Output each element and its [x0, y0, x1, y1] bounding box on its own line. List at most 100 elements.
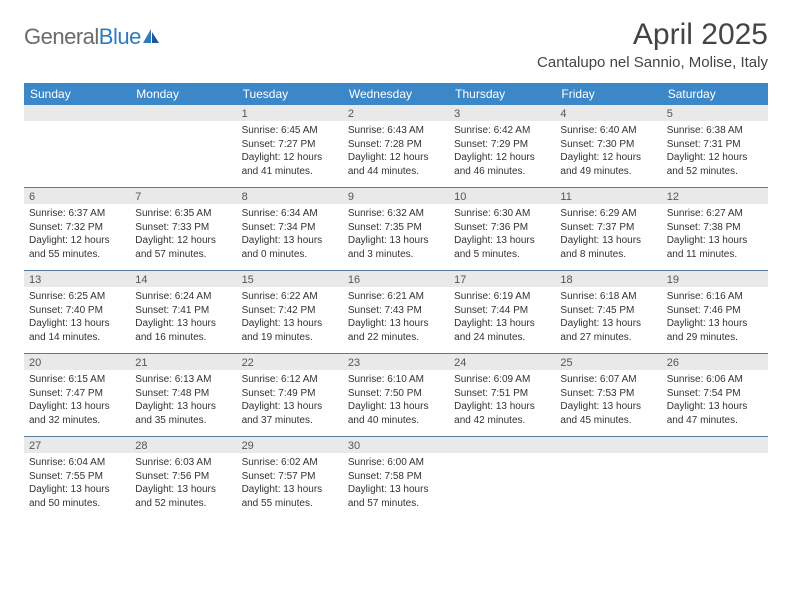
day-content: Sunrise: 6:34 AMSunset: 7:34 PMDaylight:…	[237, 204, 343, 265]
day-cell: 24Sunrise: 6:09 AMSunset: 7:51 PMDayligh…	[449, 354, 555, 436]
sunset-text: Sunset: 7:30 PM	[560, 138, 656, 152]
sunrise-text: Sunrise: 6:16 AM	[667, 290, 763, 304]
day-cell-empty	[555, 437, 661, 519]
day-number	[662, 437, 768, 453]
daylight-text: Daylight: 13 hours and 16 minutes.	[135, 317, 231, 344]
day-cell: 9Sunrise: 6:32 AMSunset: 7:35 PMDaylight…	[343, 188, 449, 270]
day-number: 23	[343, 354, 449, 370]
sunrise-text: Sunrise: 6:10 AM	[348, 373, 444, 387]
daylight-text: Daylight: 13 hours and 42 minutes.	[454, 400, 550, 427]
day-number: 25	[555, 354, 661, 370]
day-number: 11	[555, 188, 661, 204]
sunrise-text: Sunrise: 6:27 AM	[667, 207, 763, 221]
sunset-text: Sunset: 7:49 PM	[242, 387, 338, 401]
sunset-text: Sunset: 7:31 PM	[667, 138, 763, 152]
sunset-text: Sunset: 7:43 PM	[348, 304, 444, 318]
location-label: Cantalupo nel Sannio, Molise, Italy	[537, 54, 768, 71]
day-number	[130, 105, 236, 121]
day-content: Sunrise: 6:30 AMSunset: 7:36 PMDaylight:…	[449, 204, 555, 265]
sunrise-text: Sunrise: 6:30 AM	[454, 207, 550, 221]
daylight-text: Daylight: 13 hours and 11 minutes.	[667, 234, 763, 261]
weekday-friday: Friday	[555, 83, 661, 105]
day-number: 20	[24, 354, 130, 370]
daylight-text: Daylight: 13 hours and 22 minutes.	[348, 317, 444, 344]
sunrise-text: Sunrise: 6:02 AM	[242, 456, 338, 470]
day-content: Sunrise: 6:35 AMSunset: 7:33 PMDaylight:…	[130, 204, 236, 265]
day-content: Sunrise: 6:24 AMSunset: 7:41 PMDaylight:…	[130, 287, 236, 348]
day-content: Sunrise: 6:13 AMSunset: 7:48 PMDaylight:…	[130, 370, 236, 431]
day-content: Sunrise: 6:42 AMSunset: 7:29 PMDaylight:…	[449, 121, 555, 182]
day-number: 10	[449, 188, 555, 204]
day-number: 14	[130, 271, 236, 287]
sunset-text: Sunset: 7:44 PM	[454, 304, 550, 318]
brand-name: GeneralBlue	[24, 24, 141, 50]
calendar-week: 6Sunrise: 6:37 AMSunset: 7:32 PMDaylight…	[24, 188, 768, 271]
sunrise-text: Sunrise: 6:24 AM	[135, 290, 231, 304]
calendar-week: 13Sunrise: 6:25 AMSunset: 7:40 PMDayligh…	[24, 271, 768, 354]
calendar-week: 1Sunrise: 6:45 AMSunset: 7:27 PMDaylight…	[24, 105, 768, 188]
day-number: 12	[662, 188, 768, 204]
brand-name-gray: General	[24, 24, 99, 49]
daylight-text: Daylight: 12 hours and 55 minutes.	[29, 234, 125, 261]
sunrise-text: Sunrise: 6:03 AM	[135, 456, 231, 470]
day-content: Sunrise: 6:22 AMSunset: 7:42 PMDaylight:…	[237, 287, 343, 348]
day-number: 26	[662, 354, 768, 370]
day-cell: 8Sunrise: 6:34 AMSunset: 7:34 PMDaylight…	[237, 188, 343, 270]
sunrise-text: Sunrise: 6:34 AM	[242, 207, 338, 221]
sunrise-text: Sunrise: 6:38 AM	[667, 124, 763, 138]
sunrise-text: Sunrise: 6:15 AM	[29, 373, 125, 387]
sunset-text: Sunset: 7:58 PM	[348, 470, 444, 484]
daylight-text: Daylight: 12 hours and 57 minutes.	[135, 234, 231, 261]
day-number: 18	[555, 271, 661, 287]
day-number: 8	[237, 188, 343, 204]
sunrise-text: Sunrise: 6:37 AM	[29, 207, 125, 221]
sunrise-text: Sunrise: 6:35 AM	[135, 207, 231, 221]
day-cell: 11Sunrise: 6:29 AMSunset: 7:37 PMDayligh…	[555, 188, 661, 270]
daylight-text: Daylight: 13 hours and 37 minutes.	[242, 400, 338, 427]
daylight-text: Daylight: 12 hours and 44 minutes.	[348, 151, 444, 178]
day-number: 3	[449, 105, 555, 121]
day-cell: 10Sunrise: 6:30 AMSunset: 7:36 PMDayligh…	[449, 188, 555, 270]
day-cell: 15Sunrise: 6:22 AMSunset: 7:42 PMDayligh…	[237, 271, 343, 353]
sunset-text: Sunset: 7:28 PM	[348, 138, 444, 152]
day-number: 27	[24, 437, 130, 453]
day-cell: 17Sunrise: 6:19 AMSunset: 7:44 PMDayligh…	[449, 271, 555, 353]
daylight-text: Daylight: 13 hours and 47 minutes.	[667, 400, 763, 427]
day-number: 29	[237, 437, 343, 453]
day-content: Sunrise: 6:00 AMSunset: 7:58 PMDaylight:…	[343, 453, 449, 514]
weekday-tuesday: Tuesday	[237, 83, 343, 105]
day-number: 17	[449, 271, 555, 287]
day-cell: 14Sunrise: 6:24 AMSunset: 7:41 PMDayligh…	[130, 271, 236, 353]
day-content: Sunrise: 6:04 AMSunset: 7:55 PMDaylight:…	[24, 453, 130, 514]
sunset-text: Sunset: 7:34 PM	[242, 221, 338, 235]
daylight-text: Daylight: 13 hours and 24 minutes.	[454, 317, 550, 344]
day-content: Sunrise: 6:21 AMSunset: 7:43 PMDaylight:…	[343, 287, 449, 348]
day-content: Sunrise: 6:25 AMSunset: 7:40 PMDaylight:…	[24, 287, 130, 348]
daylight-text: Daylight: 13 hours and 55 minutes.	[242, 483, 338, 510]
sunset-text: Sunset: 7:32 PM	[29, 221, 125, 235]
day-number: 5	[662, 105, 768, 121]
daylight-text: Daylight: 13 hours and 45 minutes.	[560, 400, 656, 427]
day-number: 19	[662, 271, 768, 287]
day-number: 6	[24, 188, 130, 204]
daylight-text: Daylight: 12 hours and 46 minutes.	[454, 151, 550, 178]
weekday-thursday: Thursday	[449, 83, 555, 105]
day-number: 9	[343, 188, 449, 204]
sunrise-text: Sunrise: 6:22 AM	[242, 290, 338, 304]
day-content: Sunrise: 6:12 AMSunset: 7:49 PMDaylight:…	[237, 370, 343, 431]
sunrise-text: Sunrise: 6:13 AM	[135, 373, 231, 387]
day-number: 15	[237, 271, 343, 287]
brand-name-blue: Blue	[99, 24, 141, 49]
sunset-text: Sunset: 7:57 PM	[242, 470, 338, 484]
day-number: 21	[130, 354, 236, 370]
day-number: 22	[237, 354, 343, 370]
daylight-text: Daylight: 13 hours and 14 minutes.	[29, 317, 125, 344]
sunrise-text: Sunrise: 6:06 AM	[667, 373, 763, 387]
day-content: Sunrise: 6:32 AMSunset: 7:35 PMDaylight:…	[343, 204, 449, 265]
sunrise-text: Sunrise: 6:45 AM	[242, 124, 338, 138]
day-content: Sunrise: 6:37 AMSunset: 7:32 PMDaylight:…	[24, 204, 130, 265]
daylight-text: Daylight: 13 hours and 27 minutes.	[560, 317, 656, 344]
daylight-text: Daylight: 13 hours and 5 minutes.	[454, 234, 550, 261]
day-cell: 20Sunrise: 6:15 AMSunset: 7:47 PMDayligh…	[24, 354, 130, 436]
day-number: 1	[237, 105, 343, 121]
